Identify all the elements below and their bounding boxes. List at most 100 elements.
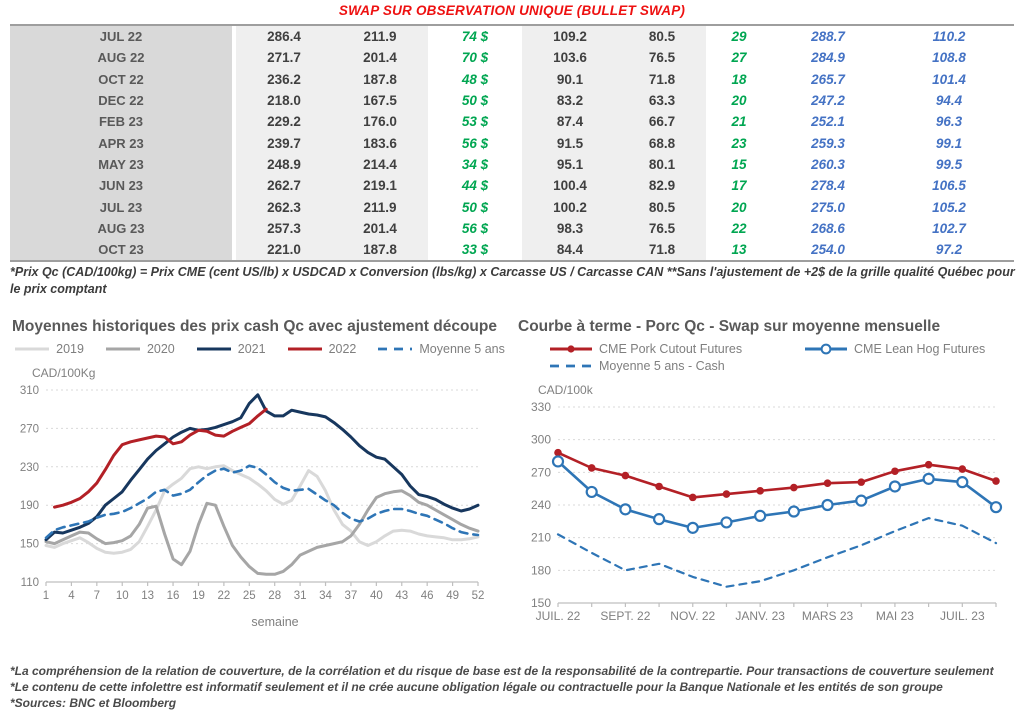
table-cell: 84.4	[522, 238, 618, 261]
chart-title: Moyennes historiques des prix cash Qc av…	[12, 318, 497, 335]
table-cell: 275.0	[811, 199, 845, 215]
table-cell: 265.7	[811, 71, 845, 87]
marker-circle	[888, 480, 902, 493]
table-cell-month: APR 23	[10, 132, 236, 154]
legend-swatch	[550, 345, 592, 353]
table-cell-month: OCT 22	[10, 68, 236, 90]
y-tick-label: 190	[20, 500, 39, 512]
marker-dot	[756, 487, 764, 495]
table-cell: 236.2	[236, 68, 332, 90]
table-cell: 187.8	[332, 238, 428, 261]
table-cell: 71.8	[618, 68, 706, 90]
table-cell-month: AUG 23	[10, 217, 236, 239]
legend-item: Moyenne 5 ans - Cash	[548, 359, 783, 373]
table-cell: 27	[731, 50, 747, 66]
marker-circle	[821, 498, 834, 512]
table-cell: 260.3	[811, 156, 845, 172]
table-cell: 99.5	[935, 156, 963, 172]
legend-swatch	[378, 347, 413, 351]
x-tick-label: 16	[167, 590, 180, 602]
table-cell: 82.9	[618, 175, 706, 197]
table-cell: 201.4	[332, 47, 428, 69]
table-cell-month: JUN 23	[10, 175, 236, 197]
table-cell: 262.7	[236, 175, 332, 197]
chart-svg: 150 180 210 240 270 300 330 JUIL. 22 SEPT. 22 NOV…	[531, 400, 1003, 623]
marker-circle	[956, 476, 969, 489]
footer-line: *Le contenu de cette infolettre est info…	[10, 680, 943, 694]
legend-label: CME Pork Cutout Futures	[599, 342, 743, 356]
table-cell: 110.2	[932, 29, 966, 45]
legend-label: 2019	[56, 342, 84, 356]
table-cell: 76.5	[618, 217, 706, 239]
x-tick-label: 46	[421, 590, 434, 602]
table-cell: 105.2	[932, 199, 966, 215]
marker-dot	[655, 482, 663, 491]
table-cell: 80.1	[618, 153, 706, 176]
table-cell: 167.5	[332, 89, 428, 112]
marker-dot	[992, 477, 1000, 485]
table-cell: 229.2	[236, 111, 332, 133]
table-cell-month: FEB 23	[10, 111, 236, 133]
table-cell: 257.3	[236, 217, 332, 239]
table-cell-month: DEC 22	[10, 89, 236, 112]
table-cell-month: AUG 22	[10, 47, 236, 69]
table-cell: 211.9	[332, 26, 428, 48]
table-cell: 103.6	[522, 47, 618, 69]
report-title: SWAP SUR OBSERVATION UNIQUE (BULLET SWAP…	[338, 3, 686, 18]
table-cell: 254.0	[811, 242, 845, 258]
x-tick-label: 25	[243, 590, 256, 602]
table-cell: 214.4	[332, 153, 428, 176]
table-cell: 48 $	[461, 71, 489, 87]
table-cell: 63.3	[618, 89, 706, 112]
forward-curve-chart: Courbe à terme - Porc Qc - Swap sur moye…	[518, 318, 1020, 638]
table-cell: 87.4	[522, 111, 618, 133]
table-cell: 80.5	[618, 26, 706, 48]
legend-item: 2022	[286, 342, 357, 356]
table-cell: 71.8	[618, 238, 706, 261]
y-tick-label: 330	[531, 400, 551, 414]
y-unit-label: CAD/100k	[538, 383, 593, 397]
table-cell: 268.6	[811, 220, 845, 236]
table-cell: 29	[731, 29, 747, 45]
table-cell: 183.6	[332, 132, 428, 154]
footer-disclaimer: *La compréhension de la relation de couv…	[10, 663, 1018, 711]
table-footnote: *Prix Qc (CAD/100kg) = Prix CME (cent US…	[10, 265, 1015, 296]
x-tick-label: 19	[192, 590, 205, 602]
table-cell-month: MAY 23	[10, 153, 236, 176]
y-tick-label: 110	[21, 577, 39, 589]
series-2019	[44, 464, 480, 555]
x-tick-label: NOV. 22	[670, 609, 715, 623]
legend-item: CME Pork Cutout Futures	[548, 342, 783, 356]
table-cell: 108.8	[932, 50, 966, 66]
y-tick-label: 150	[20, 539, 39, 551]
legend-swatch	[550, 364, 592, 368]
table-cell: 211.9	[332, 196, 428, 218]
legend-item: 2019	[13, 342, 84, 356]
y-tick-label: 150	[531, 596, 551, 610]
x-tick-label: 1	[43, 590, 49, 602]
x-tick-label: 4	[68, 590, 75, 602]
x-tick-label: 7	[94, 590, 100, 602]
x-tick-label: MARS 23	[802, 609, 854, 623]
x-tick-label: 34	[319, 590, 332, 602]
table-cell: 50 $	[461, 199, 489, 215]
legend-label: 2022	[328, 342, 357, 356]
series-Moyenne 5 ans - Cash	[556, 517, 998, 588]
marker-circle	[720, 516, 733, 529]
table-cell: 102.7	[932, 220, 966, 236]
x-tick-label: 31	[294, 590, 307, 602]
marker-dot	[554, 448, 562, 457]
historical-cash-chart: Moyennes historiques des prix cash Qc av…	[12, 318, 506, 629]
marker-dot	[621, 471, 630, 480]
table-cell: 239.7	[236, 132, 332, 154]
marker-circle	[652, 513, 666, 526]
footer-line: *Sources: BNC et Bloomberg	[10, 696, 177, 710]
table-cell: 68.8	[618, 132, 706, 154]
table-cell: 20	[731, 199, 747, 215]
table-cell: 109.2	[522, 26, 618, 48]
x-axis-title: semaine	[251, 615, 299, 629]
table-cell-month: OCT 23	[10, 238, 236, 261]
y-tick-label: 240	[531, 498, 551, 512]
marker-dot	[857, 478, 866, 486]
legend-label: Moyenne 5 ans - Cash	[599, 359, 725, 373]
